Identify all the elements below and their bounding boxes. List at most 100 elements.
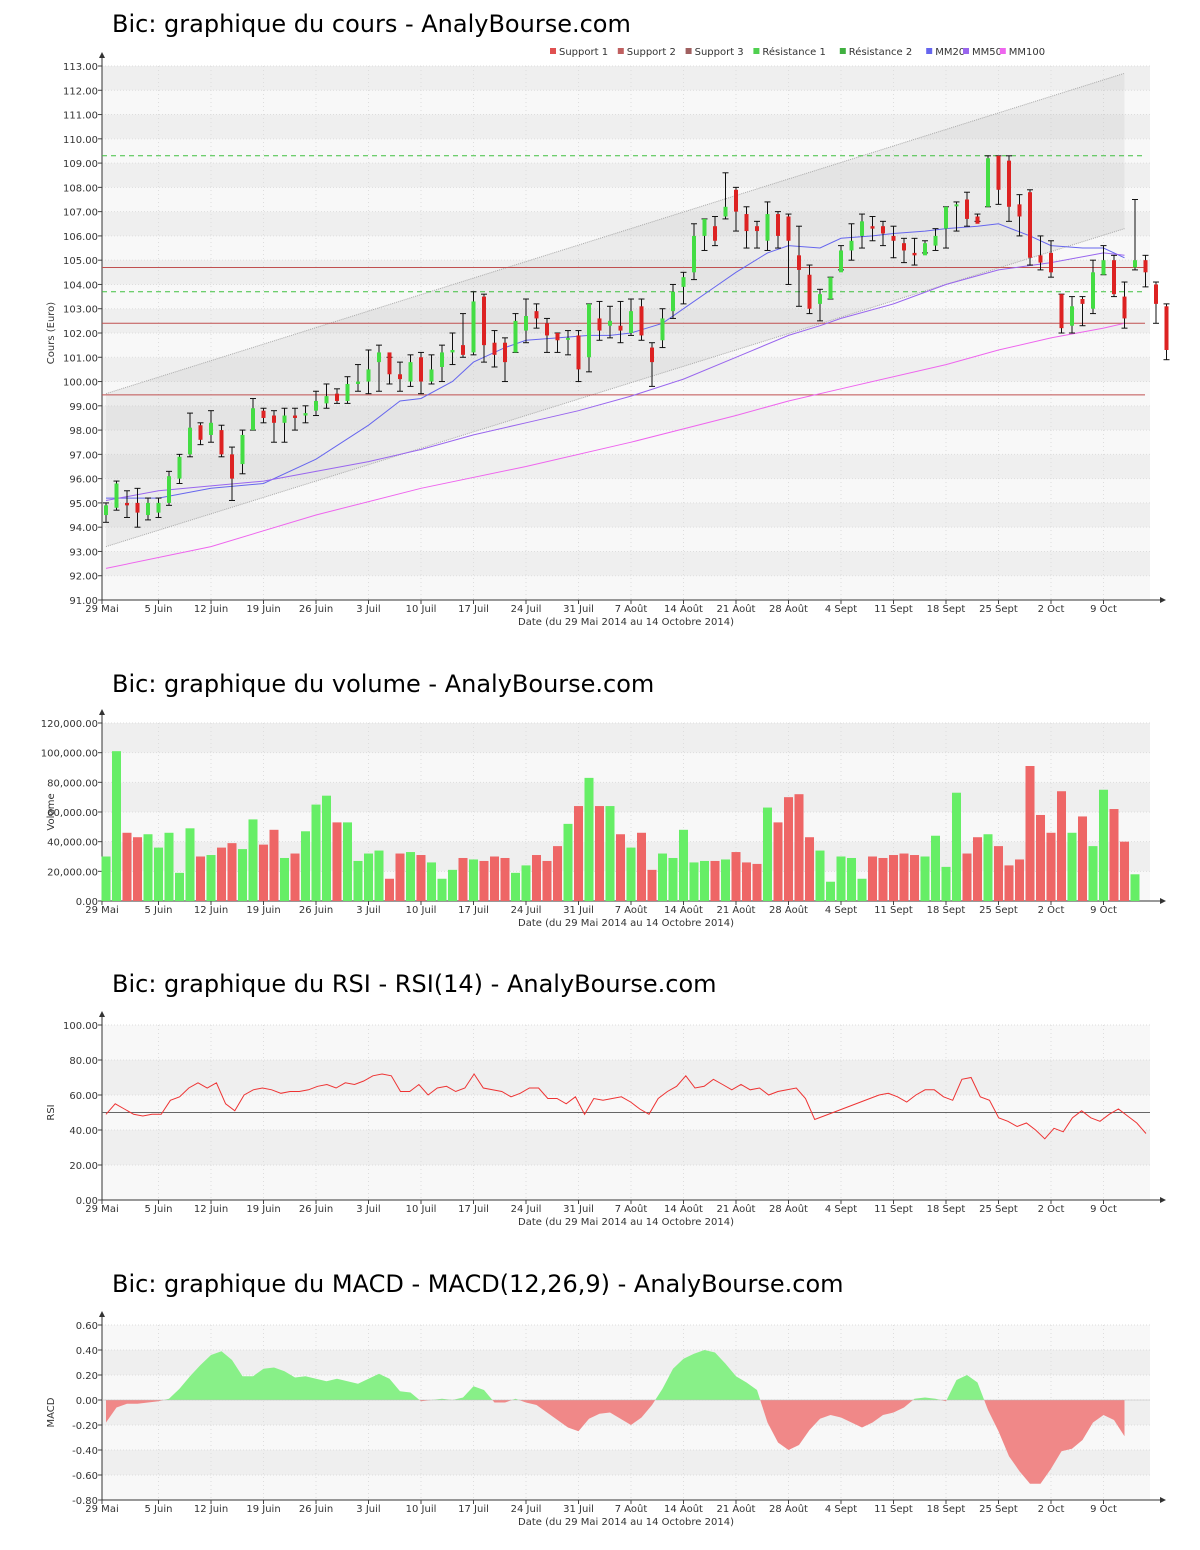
candle-body — [440, 352, 444, 367]
macd-positive-area — [463, 1386, 474, 1400]
volume-bar — [605, 806, 615, 901]
grid-band — [102, 260, 1150, 285]
x-tick-label: 31 Juil — [563, 1504, 594, 1515]
x-tick-label: 21 Août — [717, 1503, 756, 1515]
candle-body — [1049, 252, 1053, 273]
volume-bar — [626, 847, 636, 901]
y-tick-label: 91.00 — [69, 596, 98, 607]
rsi-line — [105, 1073, 1147, 1140]
volume-bar — [616, 834, 625, 901]
legend-swatch — [839, 48, 846, 54]
macd-negative-area — [1082, 1400, 1093, 1440]
y-tick-label: 0.00 — [76, 1396, 98, 1407]
x-tick-label: 21 Août — [717, 603, 756, 615]
legend-label: MM50 — [972, 47, 1002, 58]
grid-band — [102, 723, 1150, 753]
volume-bar — [343, 822, 352, 901]
x-tick-label: 28 Août — [769, 1503, 808, 1515]
volume-bar — [458, 857, 468, 901]
x-tick-label: 5 Juin — [145, 1504, 173, 1515]
candle-body — [1101, 260, 1106, 275]
candle-body — [860, 221, 864, 236]
candle-body — [744, 214, 749, 232]
grid-band — [102, 381, 1150, 406]
price-chart-panel: Bic: graphique du cours - AnalyBourse.co… — [0, 0, 1200, 640]
y-axis-label: Cours (Euro) — [46, 302, 57, 365]
macd-positive-area — [316, 1378, 327, 1400]
x-tick-label: 7 Août — [615, 603, 648, 615]
y-tick-label: 103.00 — [63, 305, 98, 316]
grid-band — [102, 551, 1150, 576]
macd-positive-area — [715, 1352, 726, 1400]
volume-bar — [1057, 791, 1066, 901]
x-tick-label: 12 Juin — [194, 1504, 228, 1515]
y-tick-label: 110.00 — [63, 135, 98, 146]
macd-positive-area — [253, 1368, 264, 1400]
grid-band — [102, 1425, 1150, 1450]
volume-bar — [1015, 859, 1024, 901]
macd-positive-area — [200, 1355, 211, 1400]
volume-bar — [910, 855, 919, 901]
x-tick-label: 17 Juil — [458, 604, 489, 615]
x-axis-arrow — [1160, 1497, 1166, 1503]
x-tick-label: 24 Juil — [511, 1204, 542, 1215]
macd-positive-area — [512, 1398, 516, 1400]
volume-bar — [784, 797, 793, 901]
volume-bar — [133, 837, 142, 901]
x-tick-label: 19 Juin — [246, 1204, 280, 1215]
x-tick-label: 29 Mai — [85, 1204, 118, 1215]
macd-positive-area — [179, 1376, 190, 1400]
y-tick-label: 95.00 — [69, 499, 98, 510]
grid-band — [102, 502, 1150, 528]
candle-body — [1007, 160, 1011, 207]
grid-band — [102, 235, 1150, 261]
candle-body — [870, 226, 875, 229]
macd-positive-area — [400, 1391, 411, 1400]
x-tick-label: 7 Août — [615, 1203, 648, 1215]
price-chart: 91.00 92.00 93.00 94.00 95.00 96.00 97.00 98.00… — [46, 46, 1170, 628]
series-mm100 — [105, 322, 1125, 569]
legend-swatch — [617, 48, 624, 54]
candle-body — [902, 243, 906, 251]
candle-body — [303, 413, 308, 416]
volume-bar — [206, 855, 216, 901]
volume-bar — [815, 850, 825, 901]
macd-positive-area — [935, 1398, 941, 1400]
macd-negative-area — [137, 1400, 148, 1404]
candle-body — [786, 216, 791, 241]
macd-negative-area — [893, 1400, 904, 1413]
candle-body — [408, 362, 413, 382]
volume-bar — [1088, 846, 1098, 901]
candle-body — [146, 502, 150, 516]
macd-negative-area — [526, 1400, 537, 1405]
volume-bar — [742, 862, 751, 901]
macd-positive-area — [326, 1378, 337, 1400]
x-tick-label: 26 Juin — [299, 1204, 333, 1215]
grid-band — [102, 1130, 1150, 1165]
macd-negative-area — [419, 1400, 421, 1402]
candle-body — [545, 323, 549, 336]
macd-negative-area — [809, 1400, 820, 1430]
x-tick-label: 25 Sept — [979, 604, 1018, 615]
y-tick-label: -0.40 — [72, 1446, 98, 1457]
candle-body — [912, 252, 917, 256]
macd-positive-area — [211, 1351, 222, 1400]
grid-band — [102, 1350, 1150, 1375]
macd-positive-area — [655, 1388, 663, 1400]
volume-bar — [479, 860, 489, 901]
grid-band — [102, 114, 1150, 139]
candle-body — [891, 235, 896, 241]
y-tick-label: 99.00 — [69, 402, 98, 413]
volume-bar — [332, 822, 342, 901]
grid-band — [102, 284, 1150, 309]
volume-bar — [889, 855, 898, 901]
y-tick-label: 100,000.00 — [41, 749, 98, 760]
candle-body — [1164, 306, 1169, 350]
x-tick-label: 3 Juil — [356, 1504, 380, 1515]
candle-body — [944, 206, 948, 229]
macd-positive-area — [232, 1360, 243, 1400]
volume-bar — [1120, 841, 1129, 901]
macd-negative-area — [872, 1400, 883, 1423]
x-tick-label: 28 Août — [769, 603, 808, 615]
candle-body — [797, 255, 801, 270]
